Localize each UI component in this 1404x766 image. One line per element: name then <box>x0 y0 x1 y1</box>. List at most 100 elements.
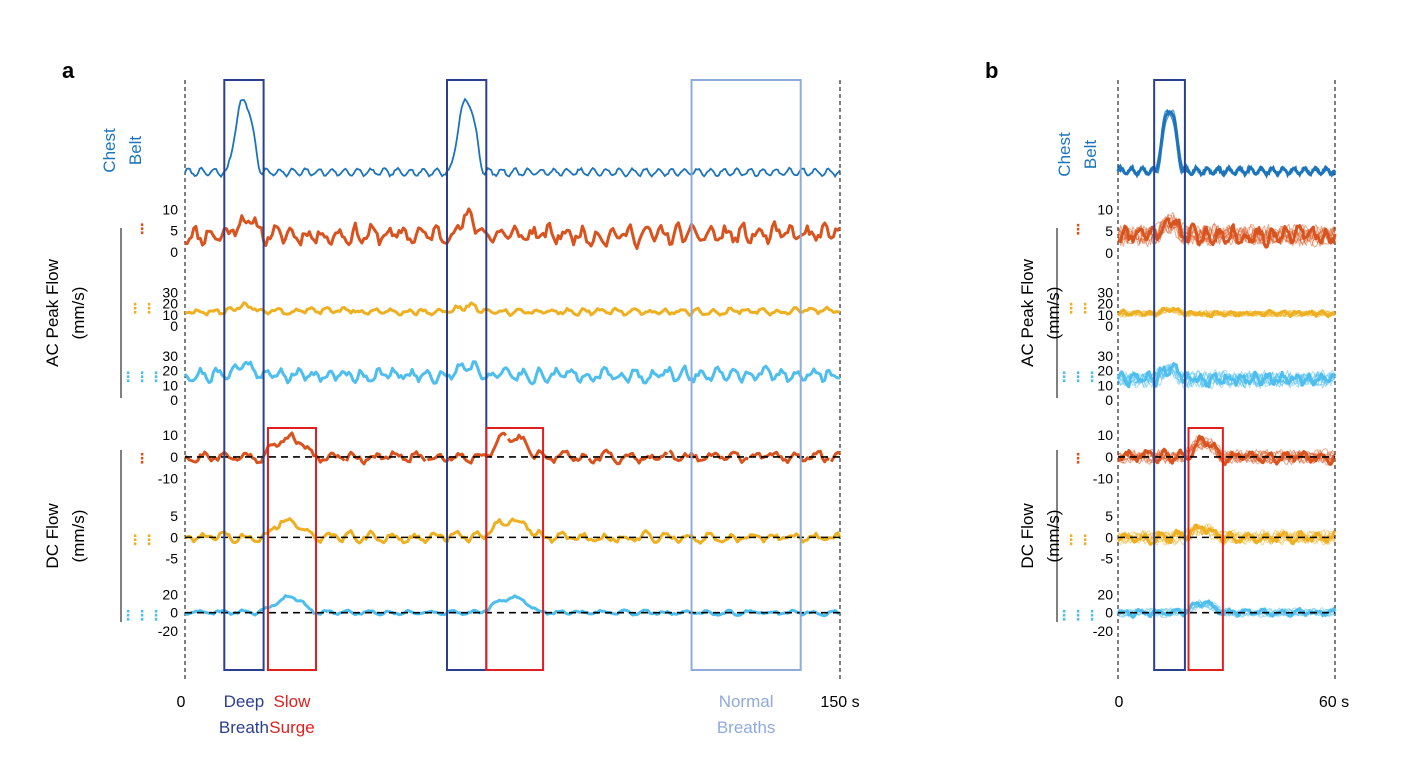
chest-belt-label-line: Belt <box>126 136 145 166</box>
dc-flow-label-line: (mm/s) <box>1044 510 1063 563</box>
dc-ch2-tick-label: 5 <box>170 508 178 524</box>
dc-ch1-tick-label: -10 <box>158 471 178 487</box>
chest-belt-label: Chest Belt <box>1055 132 1100 177</box>
dc-ch2-tick-label: 0 <box>1105 529 1113 545</box>
chest-belt-trial-line <box>1117 110 1336 177</box>
x-end-label: 150 s <box>820 694 859 711</box>
dc-ch1-tick-label: 0 <box>1105 449 1113 465</box>
channel-1-marker: ⋮ <box>1071 221 1085 237</box>
ac-ch3-tick-label: 0 <box>1105 392 1113 408</box>
ac-peak-flow-label-line: (mm/s) <box>1044 287 1063 340</box>
dc-flow-label-line: DC Flow <box>43 503 62 569</box>
dc-ch1-tick-label: 10 <box>1097 427 1113 443</box>
deep-breath-label: Deep <box>224 692 265 711</box>
dc-ch1-tick-label: 10 <box>162 427 178 443</box>
ac-ch1-tick-label: 0 <box>1105 245 1113 261</box>
channel-1-marker: ⋮ <box>135 450 149 466</box>
dc-flow-label-line: (mm/s) <box>69 510 88 563</box>
ac-ch2-tick-label: 0 <box>1105 318 1113 334</box>
panel-label: b <box>985 58 998 83</box>
chest-belt-mean-line <box>1116 108 1337 180</box>
ac-ch1-tick-label: 0 <box>170 244 178 260</box>
slow-surge-box <box>1187 427 1224 671</box>
channel-2-marker: ⋮⋮ <box>128 300 156 316</box>
ac-ch3-tick-label: 20 <box>162 363 178 379</box>
chest-belt-label-line: Chest <box>1055 132 1074 177</box>
chest-belt-trial-line <box>1117 109 1336 176</box>
chest-belt-trial-line <box>1117 109 1336 177</box>
ac-peak-flow-label: AC Peak Flow (mm/s) <box>43 258 88 366</box>
ac-ch2-tick-label: 10 <box>162 307 178 323</box>
dc-ch3-line <box>184 594 841 618</box>
dc-ch3-tick-label: 20 <box>162 587 178 603</box>
ac-ch3-tick-label: 0 <box>170 392 178 408</box>
dc-ch3-tick-label: 0 <box>1105 605 1113 621</box>
ac-peak-flow-label-line: AC Peak Flow <box>43 258 62 366</box>
dc-ch2-line <box>184 517 842 545</box>
dc-ch2-tick-label: -5 <box>166 551 179 567</box>
channel-2-marker: ⋮⋮ <box>1064 532 1092 548</box>
chest-belt-trial-line <box>1117 110 1336 177</box>
dc-flow-label-line: DC Flow <box>1018 503 1037 569</box>
channel-2-marker: ⋮⋮ <box>1064 300 1092 316</box>
ac-ch3-tick-label: 30 <box>162 348 178 364</box>
slow-surge-box <box>485 427 545 671</box>
deep-breath-label: Breath <box>219 718 269 737</box>
ac-ch3-tick-label: 30 <box>1097 348 1113 364</box>
dc-flow-label: DC Flow (mm/s) <box>43 503 88 569</box>
ac-ch1-line <box>184 207 842 250</box>
dc-ch3-tick-label: 20 <box>1097 587 1113 603</box>
chest-belt-trial-line <box>1117 110 1336 176</box>
ac-ch1-tick-label: 5 <box>170 223 178 239</box>
chest-belt-line <box>184 97 841 179</box>
chest-belt-trial-line <box>1117 110 1336 176</box>
deep-breath-box <box>1153 79 1186 671</box>
chest-belt-label-line: Chest <box>100 128 119 173</box>
ac-ch2-tick-label: 0 <box>170 318 178 334</box>
ac-ch2-tick-label: 10 <box>1097 307 1113 323</box>
ac-ch2-tick-label: 30 <box>1097 284 1113 300</box>
x-start-label: 0 <box>177 694 186 711</box>
chest-belt-label: Chest Belt <box>100 128 145 173</box>
dc-ch3-tick-label: 0 <box>170 605 178 621</box>
dc-ch1-line <box>184 431 841 466</box>
ac-ch3-tick-label: 10 <box>1097 377 1113 393</box>
slow-surge-label: Surge <box>269 718 314 737</box>
slow-surge-box <box>266 427 318 671</box>
ac-ch3-line <box>183 360 841 386</box>
ac-peak-flow-label: AC Peak Flow (mm/s) <box>1018 258 1063 366</box>
x-start-label: 0 <box>1115 694 1124 711</box>
channel-1-marker: ⋮ <box>135 221 149 237</box>
ac-ch2-tick-label: 20 <box>162 296 178 312</box>
chest-belt-trial-line <box>1117 110 1336 177</box>
ac-ch1-tick-label: 10 <box>1097 201 1113 217</box>
ac-ch1-tick-label: 10 <box>162 201 178 217</box>
chest-belt-trial-line <box>1117 110 1336 177</box>
dc-ch3-tick-label: -20 <box>1093 623 1113 639</box>
channel-1-marker: ⋮ <box>1071 450 1085 466</box>
ac-ch1-tick-label: 5 <box>1105 223 1113 239</box>
channel-3-marker: ⋮⋮⋮ <box>121 607 163 623</box>
ac-ch2-tick-label: 30 <box>162 284 178 300</box>
dc-ch2-tick-label: -5 <box>1101 551 1114 567</box>
ac-peak-flow-label-line: AC Peak Flow <box>1018 258 1037 366</box>
dc-ch2-tick-label: 0 <box>170 529 178 545</box>
normal-breaths-box <box>690 79 802 671</box>
dc-flow-label: DC Flow (mm/s) <box>1018 503 1063 569</box>
ac-ch2-tick-label: 20 <box>1097 296 1113 312</box>
channel-3-marker: ⋮⋮⋮ <box>1057 607 1099 623</box>
normal-breaths-label: Normal <box>719 692 774 711</box>
deep-breath-box <box>446 79 488 671</box>
channel-3-marker: ⋮⋮⋮ <box>121 369 163 385</box>
deep-breath-box <box>223 79 265 671</box>
channel-3-marker: ⋮⋮⋮ <box>1057 369 1099 385</box>
dc-ch2-tick-label: 5 <box>1105 508 1113 524</box>
dc-ch1-tick-label: -10 <box>1093 471 1113 487</box>
dc-ch3-tick-label: -20 <box>158 623 178 639</box>
slow-surge-label: Slow <box>274 692 312 711</box>
normal-breaths-label: Breaths <box>717 718 776 737</box>
ac-peak-flow-label-line: (mm/s) <box>69 287 88 340</box>
